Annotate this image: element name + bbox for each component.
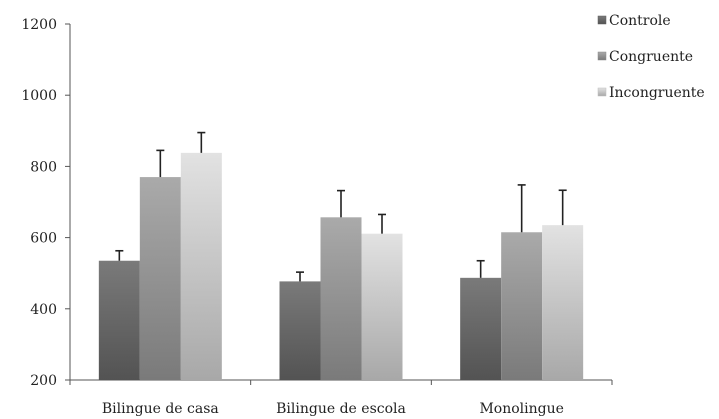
- bar-incongruente-3: [542, 225, 584, 380]
- y-tick-label: 200: [30, 373, 57, 389]
- legend-label-controle: Controle: [609, 13, 671, 29]
- y-tick-label: 1000: [21, 88, 57, 104]
- y-tick-label: 600: [30, 231, 57, 247]
- x-category-label: Bilingue de escola: [276, 401, 406, 417]
- bar-congruente-3: [501, 232, 543, 380]
- legend-swatch-incongruente: [597, 87, 607, 97]
- legend-swatch-congruente: [597, 51, 607, 61]
- y-tick-label: 800: [30, 159, 57, 175]
- chart-axes: 200 400 600 800 1000 1200 Bilingue de casa Bili…: [21, 17, 613, 417]
- bar-congruente-1: [139, 177, 181, 380]
- chart-legend: Controle Congruente Incongruente: [597, 13, 705, 101]
- bar-incongruente-2: [361, 233, 403, 380]
- x-category-label: Monolingue: [479, 401, 563, 417]
- bar-controle-1: [98, 260, 140, 380]
- chart-error-bars: [115, 131, 567, 282]
- legend-label-congruente: Congruente: [609, 49, 693, 65]
- bar-incongruente-1: [180, 152, 222, 380]
- bar-controle-2: [279, 281, 321, 380]
- bar-controle-3: [460, 277, 502, 380]
- x-category-label: Bilingue de casa: [102, 401, 219, 417]
- y-tick-label: 400: [30, 302, 57, 318]
- legend-swatch-controle: [597, 15, 607, 25]
- bar-congruente-2: [320, 217, 362, 380]
- chart-bars: [98, 152, 584, 380]
- legend-label-incongruente: Incongruente: [609, 85, 705, 101]
- y-tick-label: 1200: [21, 17, 57, 33]
